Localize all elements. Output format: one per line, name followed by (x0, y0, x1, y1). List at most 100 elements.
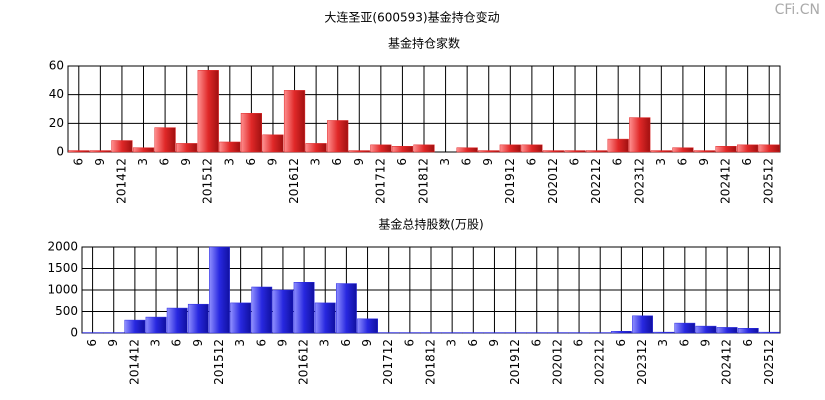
x-tick-label: 3 (233, 339, 247, 347)
x-tick-label: 9 (275, 339, 289, 347)
x-tick-label: 201812 (417, 158, 431, 204)
x-tick-label: 9 (360, 339, 374, 347)
chart-title: 基金总持股数(万股) (378, 217, 483, 232)
x-tick-label: 201612 (297, 339, 311, 385)
bar (283, 90, 306, 153)
x-tick-label: 202312 (635, 339, 649, 385)
x-tick-label: 6 (71, 158, 85, 166)
bar (695, 325, 717, 334)
y-tick-label: 60 (49, 59, 64, 73)
bar (758, 144, 780, 153)
bar (166, 307, 188, 334)
x-tick-label: 6 (611, 158, 625, 166)
bar (716, 327, 738, 334)
x-tick-label: 201912 (508, 339, 522, 385)
x-tick-label: 6 (466, 339, 480, 347)
bar (209, 246, 230, 334)
bar (187, 303, 209, 334)
x-tick-label: 3 (136, 158, 150, 166)
bar (499, 144, 521, 153)
x-tick-label: 6 (254, 339, 268, 347)
x-tick-label: 3 (654, 158, 668, 166)
x-tick-label: 9 (191, 339, 205, 347)
bar (650, 150, 672, 153)
bar (478, 150, 500, 153)
x-tick-label: 3 (309, 158, 323, 166)
bar (629, 117, 651, 153)
x-tick-label: 6 (675, 158, 689, 166)
x-tick-label: 202212 (593, 339, 607, 385)
x-tick-label: 6 (170, 339, 184, 347)
bar (370, 144, 392, 153)
x-tick-label: 202312 (632, 158, 646, 204)
bar (68, 150, 90, 153)
bar (111, 140, 133, 153)
bar (564, 150, 586, 153)
bar (314, 302, 336, 334)
x-tick-label: 201712 (381, 339, 395, 385)
watermark: CFi.CN (775, 2, 820, 18)
bar (327, 120, 349, 153)
bar (737, 144, 759, 153)
x-tick-label: 6 (741, 339, 755, 347)
x-tick-label: 6 (330, 158, 344, 166)
y-tick-label: 2000 (47, 240, 78, 254)
x-tick-label: 6 (529, 339, 543, 347)
bar (154, 127, 176, 153)
x-tick-label: 6 (740, 158, 754, 166)
bar (391, 146, 414, 153)
x-tick-label: 6 (614, 339, 628, 347)
x-tick-label: 6 (572, 339, 586, 347)
bar (632, 315, 653, 334)
x-tick-label: 9 (487, 339, 501, 347)
bar (693, 150, 716, 153)
y-tick-label: 20 (49, 116, 64, 130)
bar (413, 144, 435, 153)
bar (610, 331, 632, 334)
x-tick-label: 9 (352, 158, 366, 166)
bar (262, 134, 284, 153)
y-tick-label: 1500 (47, 261, 78, 275)
x-tick-label: 9 (481, 158, 495, 166)
bar (305, 143, 327, 153)
bar (251, 286, 273, 334)
y-tick-label: 0 (56, 145, 64, 159)
x-tick-label: 3 (149, 339, 163, 347)
bar (230, 302, 252, 334)
x-tick-label: 3 (318, 339, 332, 347)
bar (335, 283, 357, 334)
y-tick-label: 0 (70, 326, 78, 340)
bar (293, 282, 315, 334)
x-tick-label: 6 (677, 339, 691, 347)
bar (737, 328, 759, 334)
bar (132, 147, 155, 153)
x-tick-label: 202012 (546, 158, 560, 204)
x-tick-label: 6 (85, 339, 99, 347)
x-tick-label: 6 (524, 158, 538, 166)
bar (240, 113, 263, 153)
x-tick-label: 201412 (114, 158, 128, 204)
bar (672, 147, 694, 153)
x-tick-label: 6 (395, 158, 409, 166)
x-tick-label: 6 (460, 158, 474, 166)
x-tick-label: 9 (106, 339, 120, 347)
x-tick-label: 202212 (589, 158, 603, 204)
x-tick-label: 201512 (201, 158, 215, 204)
y-tick-label: 40 (49, 87, 64, 101)
page-title: 大连圣亚(600593)基金持仓变动 (324, 10, 499, 25)
bar (759, 331, 780, 334)
x-tick-label: 6 (568, 158, 582, 166)
y-tick-label: 500 (55, 304, 78, 318)
x-tick-label: 9 (93, 158, 107, 166)
x-tick-label: 202512 (762, 339, 776, 385)
bar (653, 331, 675, 334)
bar (357, 318, 378, 334)
x-tick-label: 3 (445, 339, 459, 347)
bar (456, 147, 478, 153)
chart-title: 基金持仓家数 (388, 36, 460, 51)
bar (542, 150, 565, 153)
x-tick-label: 3 (222, 158, 236, 166)
x-tick-label: 201912 (503, 158, 517, 204)
x-tick-label: 6 (402, 339, 416, 347)
